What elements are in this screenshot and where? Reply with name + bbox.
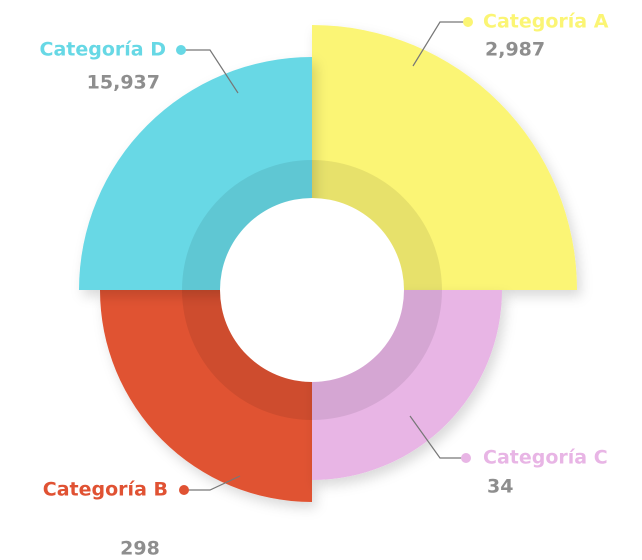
value-label: 2,987: [485, 39, 545, 61]
leader-dot: [461, 453, 471, 463]
category-label: Categoría A: [483, 11, 609, 33]
leader-dot: [179, 485, 189, 495]
leader-line: [184, 475, 241, 491]
hole: [220, 198, 404, 382]
leader-line: [409, 415, 466, 459]
value-label: 15,937: [87, 72, 160, 94]
value-label: 298: [120, 538, 160, 560]
leader-dot: [463, 17, 473, 27]
leader-dot: [176, 45, 186, 55]
category-label: Categoría D: [40, 39, 166, 61]
sector: [312, 25, 577, 290]
leader-line: [412, 21, 468, 67]
value-label: 34: [487, 476, 513, 498]
labels: Categoría A 2,987 Categoría B 298 Categoría …: [40, 11, 609, 560]
category-label: Categoría C: [483, 447, 608, 469]
category-label: Categoría B: [43, 479, 168, 501]
leader-line: [181, 49, 239, 94]
